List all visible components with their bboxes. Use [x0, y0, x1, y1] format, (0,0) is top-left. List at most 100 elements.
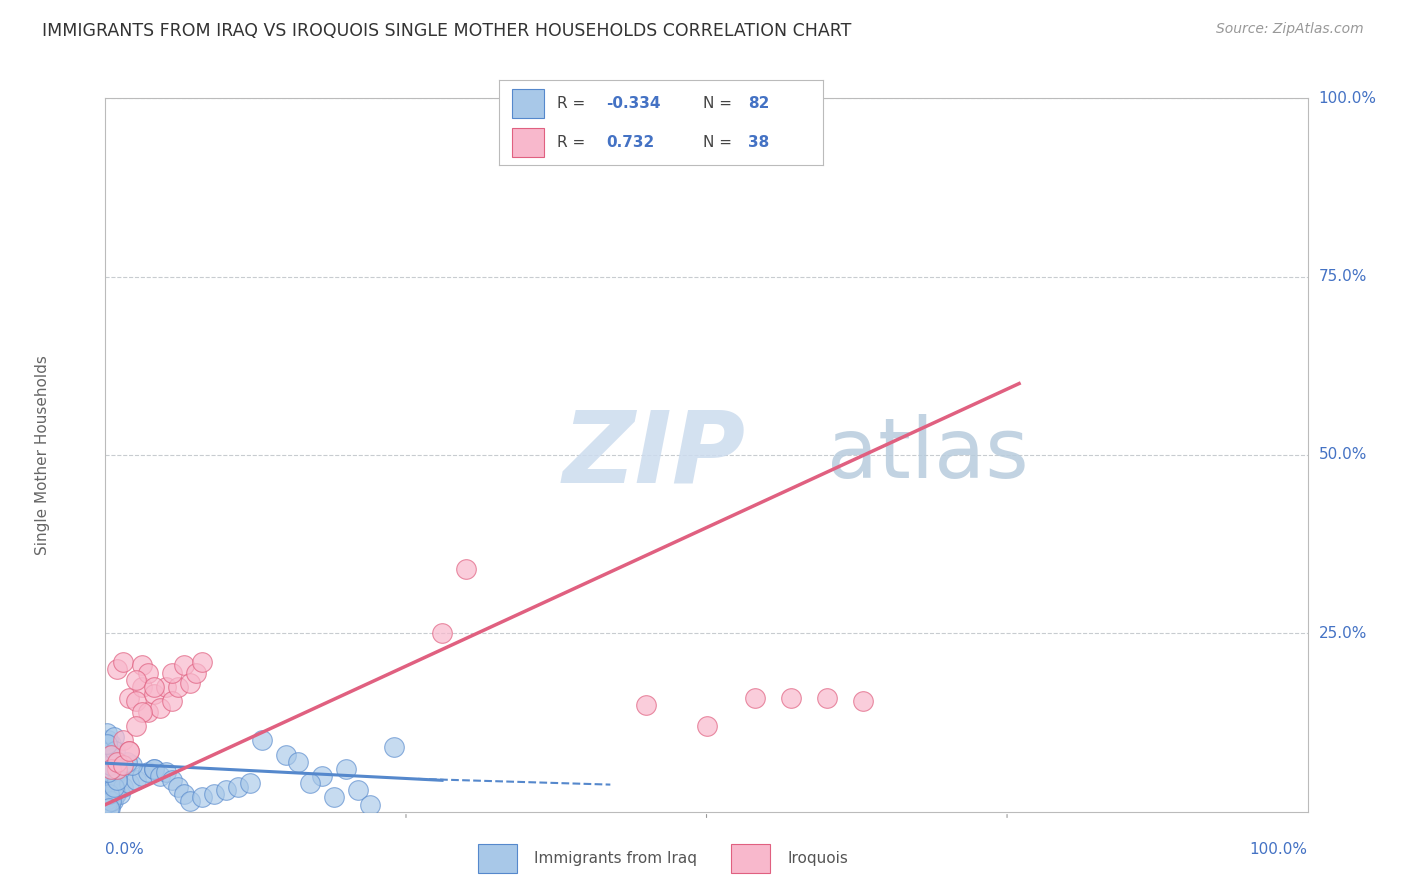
Point [148, 769, 170, 783]
Point [115, 755, 138, 769]
Point [96, 737, 118, 751]
Text: 0.0%: 0.0% [105, 842, 145, 857]
Point [112, 733, 135, 747]
Point [98, 801, 121, 815]
Point [98, 771, 121, 785]
Point [100, 737, 122, 751]
Point [298, 776, 321, 790]
Point [287, 755, 309, 769]
Point [202, 787, 225, 801]
Point [124, 673, 146, 687]
Point [107, 662, 129, 676]
Point [160, 665, 183, 680]
Point [97, 747, 120, 762]
Point [101, 794, 124, 808]
Point [98, 774, 121, 789]
Point [101, 767, 124, 781]
Point [118, 776, 141, 790]
Point [96, 769, 118, 783]
Point [98, 758, 121, 772]
Point [107, 755, 129, 769]
Text: Single Mother Households: Single Mother Households [35, 355, 51, 555]
Point [118, 690, 141, 705]
Point [112, 655, 135, 669]
Point [160, 694, 183, 708]
Point [190, 655, 212, 669]
Point [190, 790, 212, 805]
Point [744, 690, 766, 705]
Point [142, 687, 165, 701]
Point [322, 790, 344, 805]
Point [311, 769, 333, 783]
Point [454, 562, 477, 576]
Point [166, 680, 188, 694]
Point [136, 665, 159, 680]
Point [98, 789, 121, 803]
Point [98, 740, 121, 755]
Point [98, 801, 121, 815]
Point [179, 676, 201, 690]
Point [124, 719, 146, 733]
Text: -0.334: -0.334 [606, 95, 661, 111]
Point [107, 762, 129, 776]
Point [96, 796, 118, 810]
Point [636, 698, 658, 712]
Point [131, 769, 153, 783]
Point [98, 776, 121, 790]
Point [101, 783, 124, 797]
Point [104, 744, 127, 758]
Point [136, 765, 159, 780]
Point [96, 797, 118, 812]
Point [382, 740, 405, 755]
Point [98, 787, 121, 801]
Point [131, 658, 153, 673]
Point [98, 776, 121, 790]
Point [104, 769, 127, 783]
Point [112, 780, 135, 794]
Point [142, 762, 165, 776]
Point [136, 705, 159, 719]
Point [274, 747, 297, 762]
Point [142, 680, 165, 694]
Text: Iroquois: Iroquois [787, 851, 848, 866]
Point [779, 690, 801, 705]
Point [430, 626, 453, 640]
Text: 100.0%: 100.0% [1319, 91, 1376, 105]
Point [104, 783, 127, 797]
Point [97, 792, 120, 806]
Text: atlas: atlas [827, 415, 1028, 495]
Text: IMMIGRANTS FROM IRAQ VS IROQUOIS SINGLE MOTHER HOUSEHOLDS CORRELATION CHART: IMMIGRANTS FROM IRAQ VS IROQUOIS SINGLE … [42, 22, 852, 40]
Point [124, 694, 146, 708]
Point [97, 783, 120, 797]
Text: 82: 82 [748, 95, 769, 111]
Point [173, 787, 195, 801]
Text: 75.0%: 75.0% [1319, 269, 1367, 284]
Point [105, 764, 128, 778]
Point [97, 765, 120, 780]
Point [100, 762, 122, 776]
Point [107, 765, 129, 780]
Point [100, 747, 122, 762]
Text: 38: 38 [748, 135, 769, 150]
Point [359, 797, 381, 812]
Point [815, 690, 838, 705]
Point [226, 780, 249, 794]
Text: 50.0%: 50.0% [1319, 448, 1367, 462]
Point [100, 794, 122, 808]
Point [101, 772, 124, 787]
Text: ZIP: ZIP [562, 407, 745, 503]
Point [155, 680, 177, 694]
Point [100, 755, 122, 769]
Point [173, 658, 195, 673]
Point [98, 780, 121, 794]
Text: R =: R = [557, 95, 591, 111]
Point [100, 778, 122, 792]
Point [98, 765, 121, 780]
Point [179, 794, 201, 808]
Point [696, 719, 718, 733]
Point [97, 751, 120, 765]
Point [103, 780, 125, 794]
Point [98, 790, 121, 805]
Point [103, 785, 125, 799]
Point [98, 756, 121, 771]
